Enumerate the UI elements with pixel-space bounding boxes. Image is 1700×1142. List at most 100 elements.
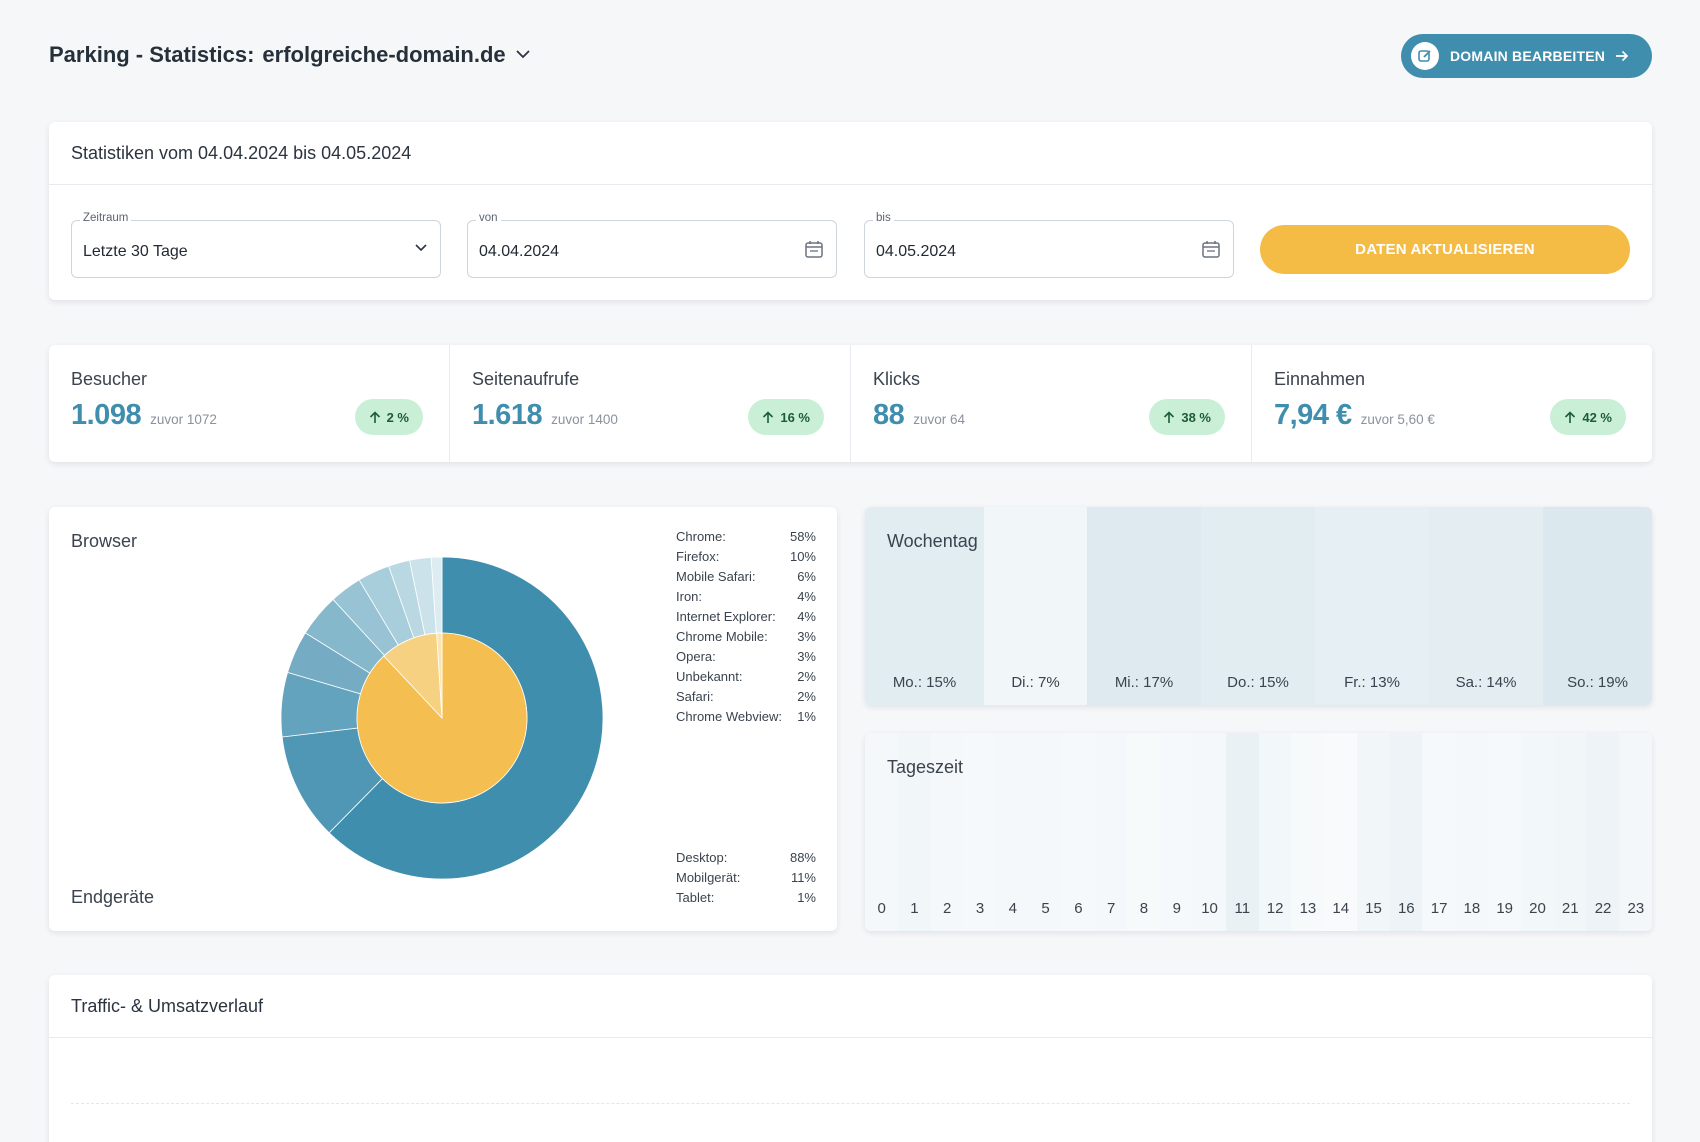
- domain-selector[interactable]: erfolgreiche-domain.de: [262, 42, 506, 67]
- legend-label: Safari:: [676, 689, 714, 704]
- edit-domain-button[interactable]: DOMAIN BEARBEITEN: [1401, 34, 1652, 78]
- legend-label: Mobilgerät:: [676, 870, 741, 885]
- hour-label: 1: [910, 900, 919, 917]
- bis-value: 04.05.2024: [876, 243, 957, 260]
- hour-cell: 21: [1553, 733, 1587, 931]
- legend-label: Opera:: [676, 649, 716, 664]
- hour-cell: 1: [897, 733, 932, 931]
- device-slice[interactable]: [436, 632, 443, 719]
- legend-value: 6%: [797, 569, 816, 584]
- weekday-label: Mi.: 17%: [1114, 674, 1174, 691]
- legend-item: Chrome Webview: 1%: [676, 707, 816, 727]
- browser-card: Browser Endgeräte Chrome: 58% Firefox: 10% M…: [49, 507, 837, 931]
- legend-label: Chrome Mobile:: [676, 629, 768, 644]
- legend-value: 88%: [789, 850, 816, 865]
- hour-cell: 9: [1160, 733, 1194, 931]
- hour-cell: 19: [1488, 733, 1522, 931]
- page-title-prefix: Parking - Statistics:: [49, 42, 255, 67]
- hour-label: 5: [1041, 900, 1050, 917]
- hour-label: 14: [1332, 900, 1350, 917]
- legend-value: 2%: [797, 689, 816, 704]
- kpi-seitenaufrufe: Seitenaufrufe 1.618 zuvor 1400 16 %: [450, 345, 851, 462]
- wochentag-title: Wochentag: [887, 531, 978, 551]
- kpi-change: 16 %: [780, 409, 810, 425]
- legend-item: Desktop: 88%: [676, 848, 816, 868]
- hour-cell: 18: [1455, 733, 1489, 931]
- bis-date-field[interactable]: bis 04.05.2024: [864, 212, 1234, 278]
- kpi-label: Besucher: [71, 369, 148, 389]
- update-data-button[interactable]: DATEN AKTUALISIEREN: [1260, 225, 1630, 274]
- legend-item: Unbekannt: 2%: [676, 667, 816, 687]
- weekday-cell: Mi.: 17%: [1087, 507, 1201, 705]
- wochentag-card: Wochentag Mo.: 15% Di.: 7% Mi.: 17% Do.: 15…: [865, 507, 1652, 705]
- calendar-icon[interactable]: [1201, 239, 1221, 259]
- hour-cell: 12: [1258, 733, 1292, 931]
- von-date-field[interactable]: von 04.04.2024: [467, 212, 837, 278]
- kpi-change-badge: 42 %: [1550, 399, 1626, 435]
- kpi-change: 2 %: [386, 409, 409, 425]
- kpi-value: 1.098: [71, 399, 142, 431]
- hour-cell: 14: [1324, 733, 1358, 931]
- kpi-change-badge: 2 %: [354, 399, 423, 435]
- hour-cell: 6: [1061, 733, 1096, 931]
- chevron-down-icon: [415, 244, 427, 252]
- zeitraum-select[interactable]: Zeitraum Letzte 30 Tage: [71, 212, 441, 278]
- traffic-card: Traffic- & Umsatzverlauf: [49, 975, 1652, 1142]
- chevron-down-icon[interactable]: [514, 48, 532, 60]
- legend-label: Unbekannt:: [676, 669, 743, 684]
- hour-label: 12: [1266, 900, 1284, 917]
- kpi-previous: zuvor 1072: [150, 412, 217, 427]
- kpi-value: 88: [873, 399, 905, 431]
- legend-label: Iron:: [676, 589, 703, 604]
- legend-item: Chrome: 58%: [676, 527, 816, 547]
- kpi-value: 7,94 €: [1274, 399, 1352, 431]
- weekday-label: Sa.: 14%: [1455, 674, 1517, 691]
- weekday-cell: Mo.: 15%: [865, 507, 984, 705]
- hour-cell: 23: [1619, 733, 1652, 931]
- legend-label: Tablet:: [676, 890, 715, 905]
- kpi-previous: zuvor 64: [913, 412, 966, 427]
- legend-label: Internet Explorer:: [676, 609, 776, 624]
- hour-label: 20: [1529, 900, 1546, 917]
- hour-label: 19: [1496, 900, 1514, 917]
- von-label: von: [476, 212, 501, 224]
- legend-item: Chrome Mobile: 3%: [676, 627, 816, 647]
- arrow-right-icon: [1616, 50, 1629, 62]
- legend-item: Opera: 3%: [676, 647, 816, 667]
- hour-label: 11: [1234, 900, 1251, 917]
- page-title: Parking - Statistics: erfolgreiche-domain…: [49, 42, 532, 68]
- filter-card: Statistiken vom 04.04.2024 bis 04.05.202…: [49, 122, 1652, 300]
- hour-cell: 10: [1192, 733, 1227, 931]
- hour-label: 4: [1008, 900, 1017, 917]
- hour-cell: 2: [930, 733, 964, 931]
- legend-value: 3%: [797, 649, 816, 664]
- weekday-cell: Sa.: 14%: [1429, 507, 1543, 705]
- browser-title: Browser: [71, 531, 138, 551]
- legend-value: 2%: [797, 669, 816, 684]
- hour-label: 16: [1397, 900, 1415, 917]
- legend-value: 10%: [789, 549, 816, 564]
- calendar-icon[interactable]: [804, 239, 824, 259]
- legend-value: 3%: [797, 629, 816, 644]
- hour-label: 8: [1139, 900, 1149, 917]
- edit-domain-label: DOMAIN BEARBEITEN: [1450, 48, 1606, 64]
- legend-value: 4%: [797, 589, 816, 604]
- hour-label: 6: [1074, 900, 1083, 917]
- hour-cell: 15: [1356, 733, 1391, 931]
- arrow-up-icon: [1164, 410, 1175, 423]
- kpi-change-badge: 38 %: [1149, 399, 1225, 435]
- hour-label: 3: [975, 900, 985, 917]
- kpi-besucher: Besucher 1.098 zuvor 1072 2 %: [49, 345, 450, 462]
- hour-label: 23: [1627, 900, 1645, 917]
- legend-value: 1%: [797, 709, 816, 724]
- weekday-label: Do.: 15%: [1227, 674, 1289, 691]
- kpi-label: Seitenaufrufe: [472, 369, 580, 389]
- hour-cell: 7: [1094, 733, 1128, 931]
- hour-cell: 22: [1586, 733, 1620, 931]
- legend-value: 58%: [789, 529, 816, 544]
- kpi-value: 1.618: [472, 399, 543, 431]
- hour-label: 7: [1107, 900, 1116, 917]
- weekday-cell: Di.: 7%: [984, 507, 1087, 705]
- legend-value: 11%: [790, 870, 816, 885]
- zeitraum-label: Zeitraum: [80, 212, 132, 224]
